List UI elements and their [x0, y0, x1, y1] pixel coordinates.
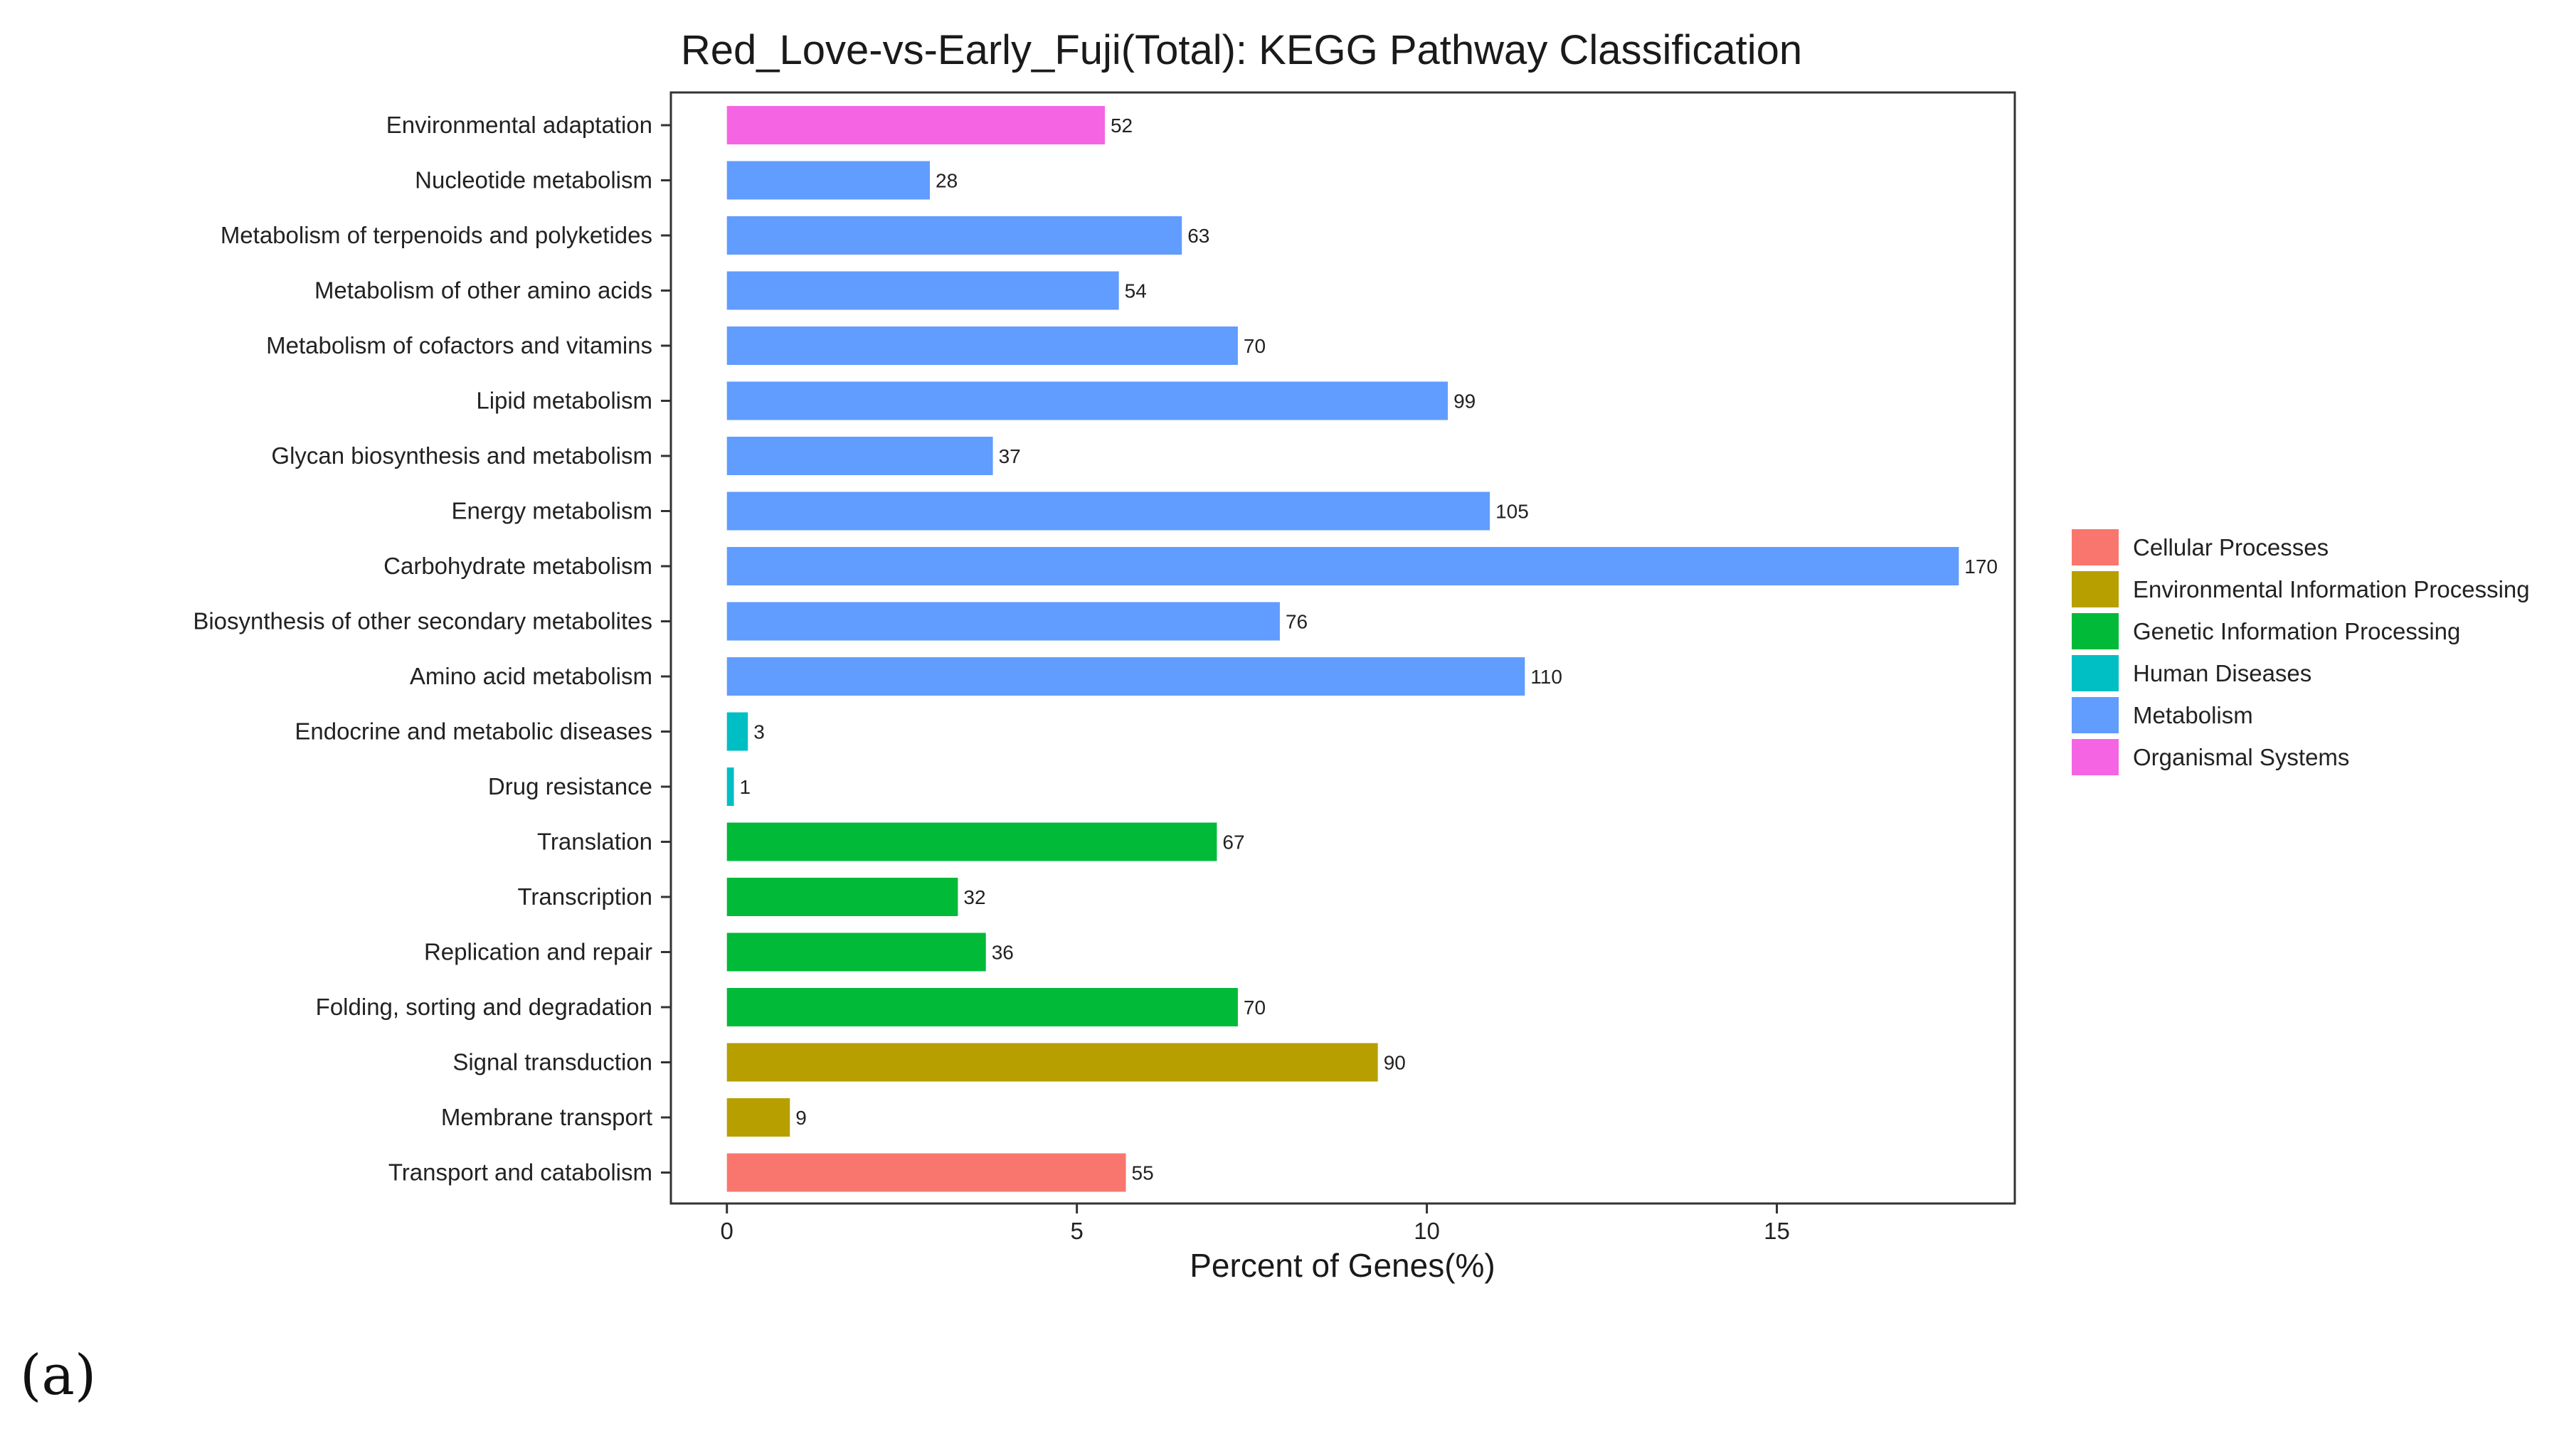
x-axis: 0 5 10 15 [721, 1203, 1790, 1244]
x-tick-label: 15 [1764, 1218, 1790, 1244]
bar-value-label: 55 [1132, 1162, 1154, 1184]
legend-label: Organismal Systems [2133, 744, 2349, 770]
bar [726, 878, 958, 916]
legend-label: Human Diseases [2133, 660, 2311, 686]
bar [726, 491, 1490, 531]
bar-value-label: 67 [1222, 831, 1244, 854]
y-tick-label: Membrane transport [441, 1104, 652, 1130]
bar [726, 437, 993, 475]
bar [726, 106, 1105, 144]
bar [726, 216, 1182, 255]
legend-swatch [2072, 655, 2119, 691]
bar-value-label: 105 [1495, 501, 1529, 523]
bar-value-label: 70 [1244, 997, 1266, 1019]
y-tick-label: Lipid metabolism [476, 388, 652, 414]
bar [726, 932, 986, 972]
legend-swatch [2072, 529, 2119, 565]
bar-value-label: 70 [1244, 335, 1266, 357]
bar-value-label: 37 [999, 445, 1021, 467]
y-tick-label: Amino acid metabolism [410, 663, 652, 689]
bar [726, 161, 931, 200]
chart-title: Red_Love-vs-Early_Fuji(Total): KEGG Path… [681, 27, 1802, 73]
y-tick-label: Carbohydrate metabolism [383, 553, 652, 579]
legend-swatch [2072, 571, 2119, 607]
bar [726, 326, 1238, 365]
plot-panel [669, 91, 2016, 1205]
bar [726, 602, 1280, 641]
bar [726, 547, 1959, 585]
bar-value-label: 36 [992, 942, 1014, 964]
bar-value-label: 1 [740, 776, 751, 798]
legend-swatch [2072, 739, 2119, 775]
bar [726, 822, 1217, 861]
bar [726, 271, 1119, 310]
y-tick-label: Nucleotide metabolism [415, 167, 652, 193]
bar [726, 988, 1238, 1026]
bar-value-label: 52 [1111, 115, 1133, 137]
bar [726, 381, 1448, 420]
legend-label: Genetic Information Processing [2133, 618, 2460, 644]
y-tick-label: Glycan biosynthesis and metabolism [271, 442, 652, 469]
bar [726, 712, 748, 751]
bar [726, 1098, 790, 1137]
bar-value-label: 76 [1286, 611, 1308, 633]
bar-value-label: 90 [1384, 1052, 1406, 1074]
bar-value-label: 110 [1530, 666, 1562, 688]
y-tick-label: Folding, sorting and degradation [316, 994, 652, 1020]
bar-value-label: 99 [1453, 390, 1476, 413]
y-tick-label: Metabolism of terpenoids and polyketides [221, 222, 652, 248]
bar [726, 767, 734, 806]
y-tick-label: Translation [537, 829, 652, 855]
y-tick-label: Transcription [517, 883, 652, 910]
legend: Cellular Processes Environmental Informat… [2072, 529, 2530, 775]
x-tick-label: 5 [1070, 1218, 1083, 1244]
x-axis-title: Percent of Genes(%) [1190, 1247, 1495, 1284]
y-tick-label: Drug resistance [488, 773, 652, 799]
bar [726, 657, 1525, 696]
bar [726, 1043, 1378, 1082]
y-tick-label: Biosynthesis of other secondary metaboli… [193, 608, 652, 634]
y-axis: Environmental adaptation Nucleotide metab… [193, 112, 671, 1186]
bar-value-label: 9 [795, 1107, 807, 1129]
bar-value-label: 170 [1964, 556, 1998, 578]
bars-layer: 52 28 63 54 70 99 37 105 170 76 110 3 1 67 32 36 70 90 9 55 [726, 106, 1998, 1192]
y-tick-label: Metabolism of other amino acids [314, 277, 652, 304]
bar-value-label: 28 [936, 170, 958, 192]
y-tick-label: Replication and repair [424, 939, 652, 965]
panel-label: (a) [20, 1344, 97, 1408]
legend-label: Metabolism [2133, 702, 2253, 728]
y-tick-label: Transport and catabolism [388, 1159, 652, 1186]
legend-label: Environmental Information Processing [2133, 576, 2530, 602]
bar-value-label: 32 [963, 886, 985, 908]
bar-value-label: 54 [1125, 280, 1147, 302]
y-tick-label: Environmental adaptation [386, 112, 652, 138]
legend-swatch [2072, 697, 2119, 733]
y-tick-label: Endocrine and metabolic diseases [295, 718, 652, 745]
legend-swatch [2072, 613, 2119, 649]
bar-value-label: 3 [753, 721, 765, 743]
y-tick-label: Energy metabolism [452, 498, 652, 524]
legend-label: Cellular Processes [2133, 534, 2329, 560]
y-tick-label: Signal transduction [452, 1049, 652, 1075]
y-tick-label: Metabolism of cofactors and vitamins [266, 332, 652, 358]
bar [726, 1153, 1126, 1192]
bar-value-label: 63 [1187, 225, 1209, 247]
x-tick-label: 10 [1414, 1218, 1440, 1244]
x-tick-label: 0 [721, 1218, 733, 1244]
